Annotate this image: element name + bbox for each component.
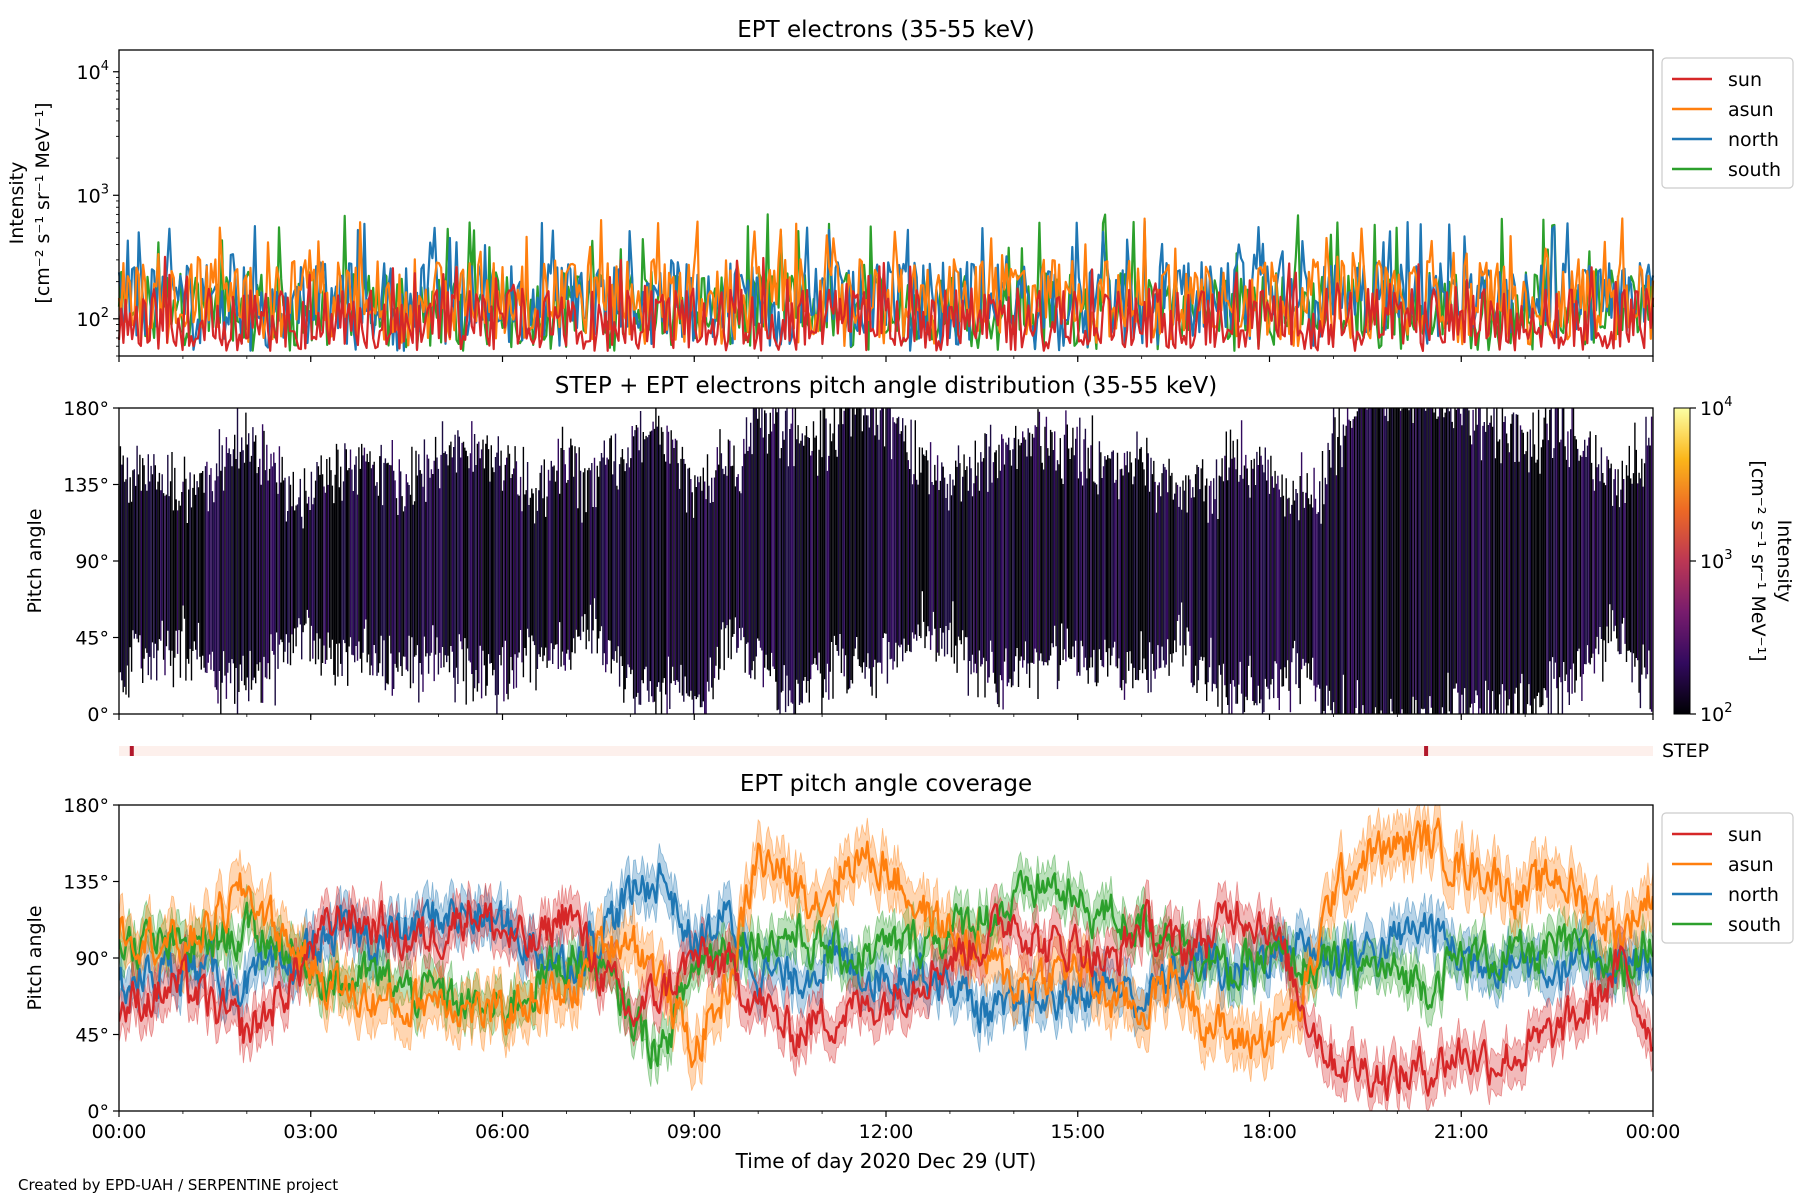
colorbar-tick-label: 103 xyxy=(1700,548,1732,573)
ytick-label: 90° xyxy=(75,551,109,573)
footer-credit: Created by EPD-UAH / SERPENTINE project xyxy=(18,1176,339,1194)
panel1-title: EPT electrons (35-55 keV) xyxy=(737,17,1034,43)
colorbar-tick-label: 104 xyxy=(1700,395,1732,420)
xtick-label: 00:00 xyxy=(92,1121,147,1143)
colorbar-unit: [cm⁻² s⁻¹ sr⁻¹ MeV⁻¹] xyxy=(1747,460,1769,661)
ytick-label: 180° xyxy=(63,398,109,420)
step-bar-background xyxy=(119,746,1653,756)
panel-pitch-coverage: EPT pitch angle coverage 0° 45° 90° 135° 180… xyxy=(24,771,1794,1173)
panel2-heatmap xyxy=(118,408,1653,714)
ytick-label: 45° xyxy=(75,628,109,650)
panel1-xticks xyxy=(118,356,1654,362)
legend-label-sun: sun xyxy=(1728,824,1762,846)
panel1-yticks: 102 103 104 xyxy=(77,59,119,357)
series-line-south xyxy=(119,869,1653,1070)
panel3-ylabel: Pitch angle xyxy=(24,905,46,1010)
panel-pitch-distribution: STEP + EPT electrons pitch angle distrib… xyxy=(24,373,1795,726)
ytick-label: 180° xyxy=(63,795,109,817)
series-line-sun xyxy=(117,255,1655,352)
ytick-label: 102 xyxy=(77,306,109,331)
series-line-sun xyxy=(119,898,1653,1102)
ytick-label: 135° xyxy=(63,872,109,894)
panel3-xlabel: Time of day 2020 Dec 29 (UT) xyxy=(735,1149,1037,1173)
ytick-label: 0° xyxy=(87,704,109,726)
panel3-legend: sun asun north south xyxy=(1661,812,1794,944)
ytick-label: 0° xyxy=(87,1101,109,1123)
panel1-yunit: [cm⁻² s⁻¹ sr⁻¹ MeV⁻¹] xyxy=(32,102,54,303)
ytick-label: 45° xyxy=(75,1025,109,1047)
colorbar-label: Intensity xyxy=(1773,520,1795,603)
xtick-label: 09:00 xyxy=(667,1121,722,1143)
legend-box xyxy=(1661,57,1794,189)
xtick-label: 00:00 xyxy=(1626,1121,1681,1143)
panel1-legend: sun asun north south xyxy=(1661,57,1794,189)
legend-label-asun: asun xyxy=(1728,854,1774,876)
panel3-yticks: 0° 45° 90° 135° 180° xyxy=(63,795,119,1123)
panel2-xticks xyxy=(118,714,1654,720)
step-label: STEP xyxy=(1662,740,1709,762)
xtick-label: 15:00 xyxy=(1050,1121,1105,1143)
xtick-label: 03:00 xyxy=(283,1121,338,1143)
panel1-ylabel: Intensity xyxy=(6,162,28,245)
ytick-label: 90° xyxy=(75,948,109,970)
panel3-series xyxy=(119,805,1653,1111)
legend-label-south: south xyxy=(1728,159,1781,181)
step-mark xyxy=(1424,746,1429,756)
legend-label-north: north xyxy=(1728,129,1779,151)
xtick-label: 12:00 xyxy=(859,1121,914,1143)
legend-box xyxy=(1661,812,1794,944)
panel2-title: STEP + EPT electrons pitch angle distrib… xyxy=(555,373,1217,399)
panel2-ylabel: Pitch angle xyxy=(24,508,46,613)
xtick-label: 21:00 xyxy=(1434,1121,1489,1143)
step-mark xyxy=(129,746,134,756)
colorbar xyxy=(1673,407,1691,715)
legend-label-north: north xyxy=(1728,884,1779,906)
panel3-xticks: 00:00 03:00 06:00 09:00 12:00 15:00 18:00 21:00… xyxy=(92,1111,1681,1143)
xtick-label: 06:00 xyxy=(475,1121,530,1143)
panel3-title: EPT pitch angle coverage xyxy=(740,771,1032,797)
ytick-label: 135° xyxy=(63,475,109,497)
panel2-yticks: 0° 45° 90° 135° 180° xyxy=(63,398,119,726)
ytick-label: 104 xyxy=(77,59,109,84)
series-line-north xyxy=(119,862,1653,1034)
xtick-label: 18:00 xyxy=(1242,1121,1297,1143)
legend-label-south: south xyxy=(1728,914,1781,936)
legend-label-asun: asun xyxy=(1728,99,1774,121)
panel-intensity: EPT electrons (35-55 keV) 102 103 104 Inte… xyxy=(6,17,1794,362)
ytick-label: 103 xyxy=(77,182,109,207)
step-coverage-bar: STEP xyxy=(119,740,1709,762)
series-line-asun xyxy=(119,817,1653,1069)
colorbar-tick-label: 102 xyxy=(1700,701,1732,726)
step-marks xyxy=(129,746,1429,756)
colorbar-ticks: 102 103 104 xyxy=(1690,395,1732,726)
legend-label-sun: sun xyxy=(1728,69,1762,91)
panel1-series xyxy=(117,213,1655,352)
series-band-south xyxy=(119,850,1653,1087)
